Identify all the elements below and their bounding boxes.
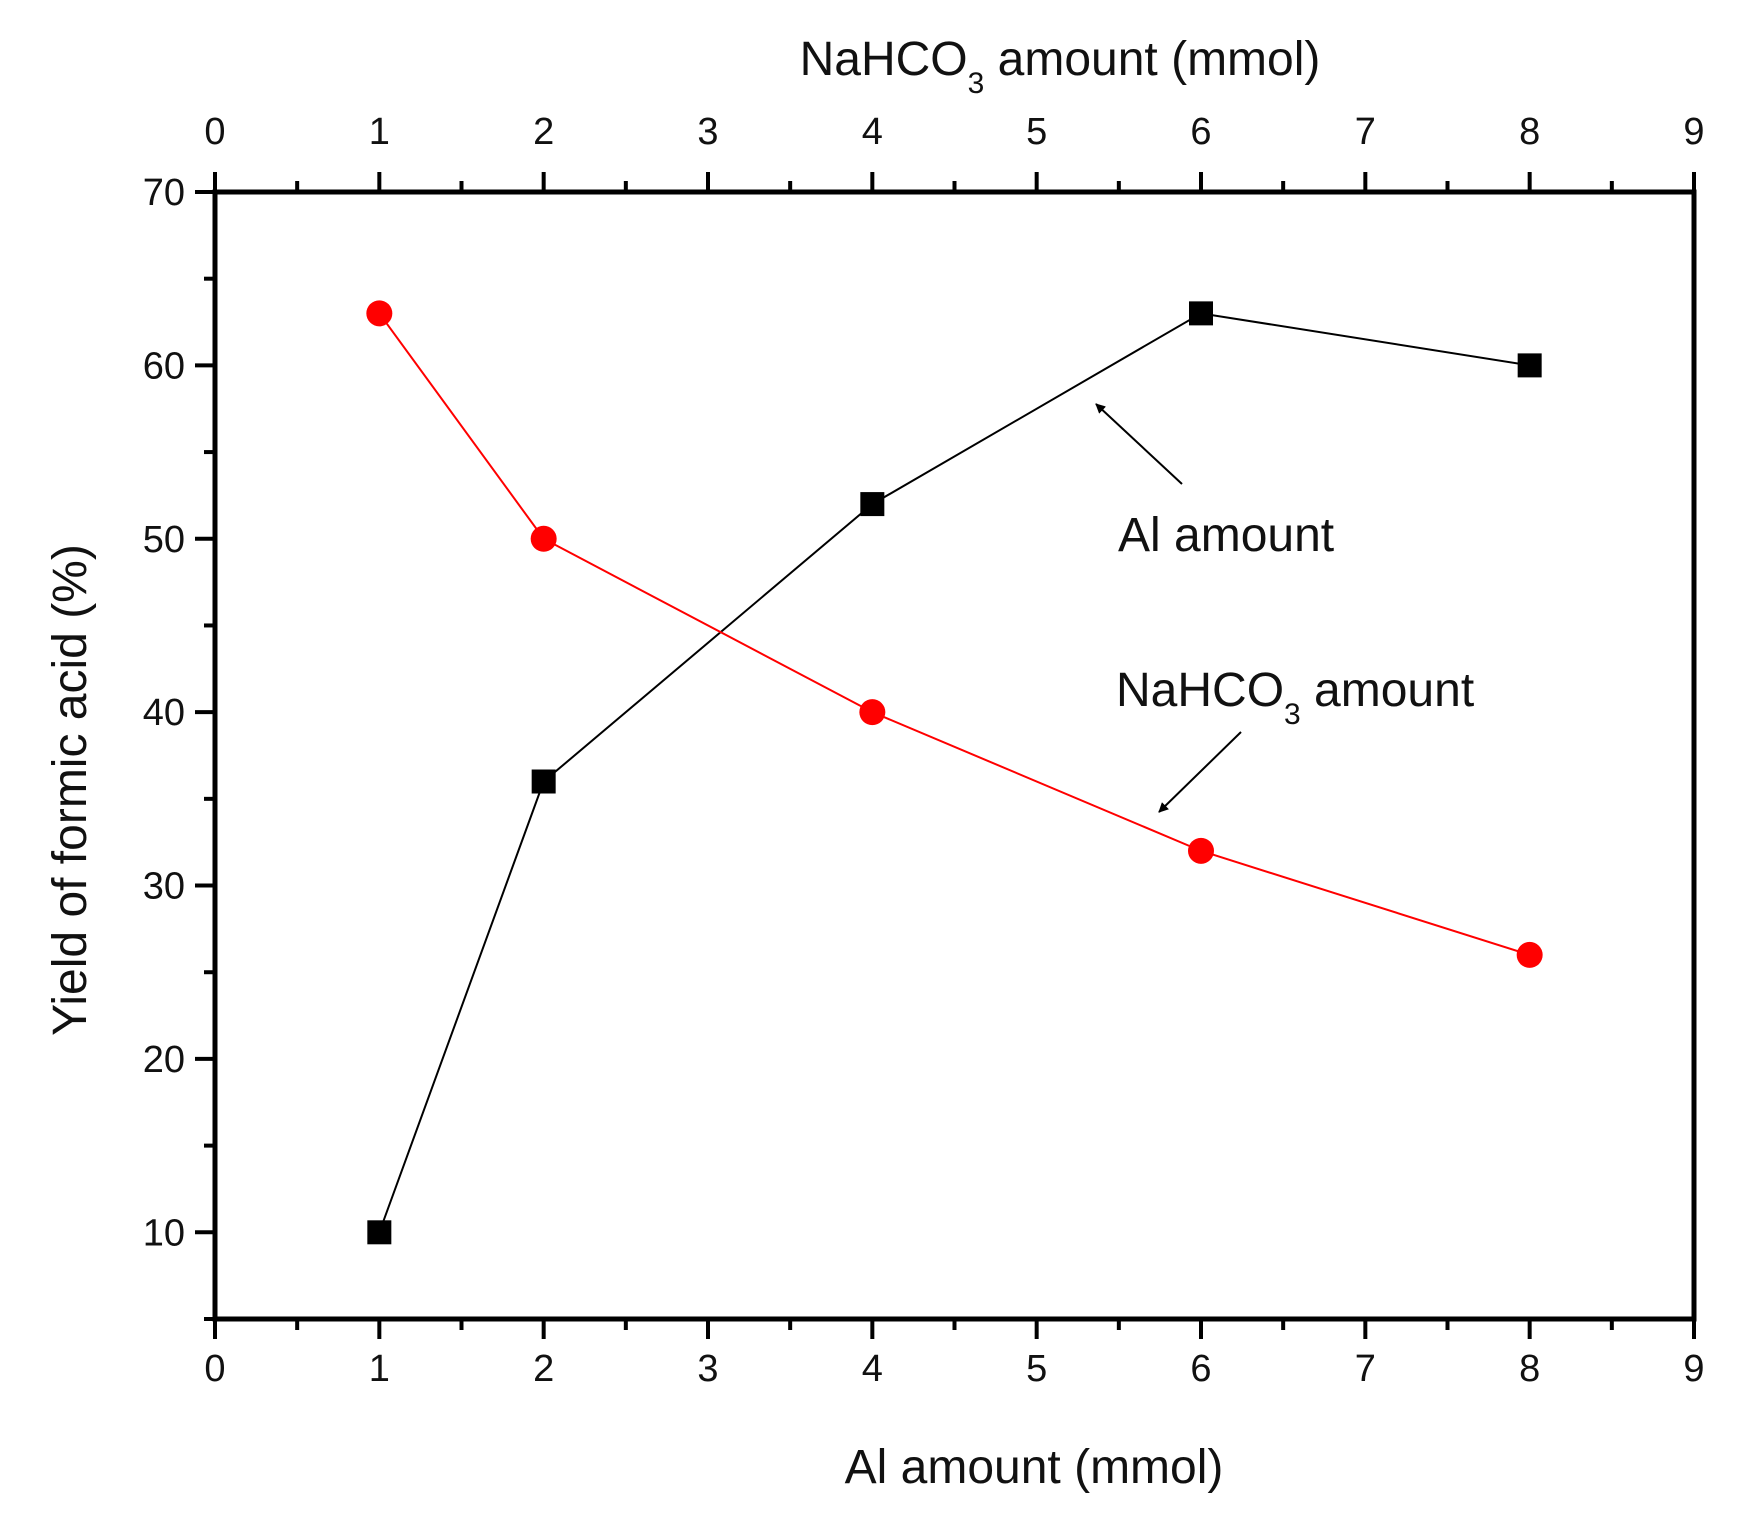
x-tick-label-bottom: 2 xyxy=(533,1348,554,1390)
x-tick-label-bottom: 9 xyxy=(1683,1348,1704,1390)
x-tick-label-top: 7 xyxy=(1355,111,1376,153)
y-tick-label: 60 xyxy=(143,345,185,387)
annotation-al-amount: Al amount xyxy=(1118,509,1334,562)
y-tick-label: 40 xyxy=(143,692,185,734)
y-tick-label: 50 xyxy=(143,519,185,561)
x-axis-bottom: 0 1 2 3 4 5 6 7 8 9 xyxy=(204,1319,1705,1390)
y-tick-label: 70 xyxy=(143,172,185,214)
y-axis-left: 10 20 30 40 50 60 70 xyxy=(143,172,215,1321)
data-point-al-amount xyxy=(860,492,885,517)
x-tick-label-bottom: 6 xyxy=(1190,1348,1211,1390)
x-axis-top: 0 1 2 3 4 5 6 7 8 9 xyxy=(204,111,1705,192)
data-point-nahco3-amount xyxy=(1516,941,1543,968)
data-point-nahco3-amount xyxy=(1188,837,1214,864)
y-tick-label: 30 xyxy=(143,866,185,908)
data-point-al-amount xyxy=(1517,353,1542,378)
x-tick-label-top: 1 xyxy=(369,111,390,153)
x-tick-label-top: 8 xyxy=(1519,111,1540,153)
x-tick-label-bottom: 1 xyxy=(369,1348,390,1390)
data-point-al-amount xyxy=(1189,301,1213,326)
x-tick-label-top: 4 xyxy=(862,111,883,153)
x-tick-label-top: 0 xyxy=(204,111,225,153)
x-tick-label-bottom: 5 xyxy=(1026,1348,1047,1390)
series-line-nahco3-amount xyxy=(378,312,1530,956)
data-point-nahco3-amount xyxy=(859,699,886,726)
y-axis-title: Yield of formic acid (%) xyxy=(44,544,97,1036)
data-point-al-amount xyxy=(367,1220,392,1245)
annotation-nahco3-amount: NaHCO3 amount xyxy=(1116,664,1474,731)
data-point-nahco3-amount xyxy=(366,300,393,327)
x-tick-label-bottom: 3 xyxy=(697,1348,718,1390)
x-tick-label-bottom: 7 xyxy=(1355,1348,1376,1390)
y-tick-label: 10 xyxy=(143,1212,185,1254)
x-tick-label-top: 5 xyxy=(1026,111,1047,153)
x-tick-label-top: 2 xyxy=(533,111,554,153)
data-point-nahco3-amount xyxy=(530,525,557,552)
series-layer xyxy=(366,300,1543,1245)
x2-axis-title: NaHCO3 amount (mmol) xyxy=(800,33,1321,100)
x-tick-label-top: 3 xyxy=(697,111,718,153)
x-axis-title: Al amount (mmol) xyxy=(845,1441,1224,1494)
plot-frame xyxy=(212,189,1697,1322)
annotation-nahco3-arrow xyxy=(1158,731,1242,813)
x-tick-label-bottom: 4 xyxy=(862,1348,883,1390)
x-tick-label-top: 6 xyxy=(1190,111,1211,153)
x-tick-label-bottom: 8 xyxy=(1519,1348,1540,1390)
data-point-al-amount xyxy=(531,769,556,794)
x-tick-label-bottom: 0 xyxy=(204,1348,225,1390)
annotation-al-arrow xyxy=(1095,403,1183,485)
x-tick-label-top: 9 xyxy=(1683,111,1704,153)
y-tick-label: 20 xyxy=(143,1039,185,1081)
